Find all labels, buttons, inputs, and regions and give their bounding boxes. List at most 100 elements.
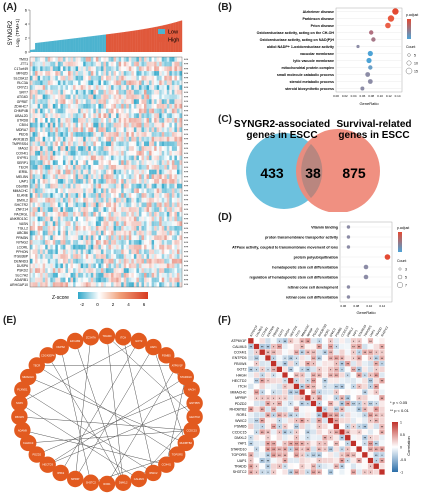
a-heat-cell: [174, 99, 178, 105]
a-heat-cell: [70, 244, 74, 250]
a-heat-cell: [136, 103, 140, 109]
a-heat-cell: [45, 57, 48, 62]
a-heat-cell: [40, 146, 43, 151]
a-expression-bar: [85, 36, 88, 52]
a-heat-cell: [85, 164, 89, 170]
a-heat-cell: [118, 230, 122, 236]
f-row-label: HAGH: [236, 373, 247, 377]
a-heat-cell: [60, 122, 64, 128]
a-heat-cell: [138, 263, 142, 269]
a-heat-cell: [113, 113, 117, 119]
a-heat-cell: [108, 146, 112, 151]
f-col-label: FBXW4: [272, 326, 281, 337]
a-heat-cell: [62, 127, 66, 133]
a-heat-cell: [103, 94, 107, 100]
f-cell: [270, 383, 277, 390]
a-heat-cell: [149, 179, 152, 184]
a-heat-cell: [176, 211, 180, 217]
a-heat-cell: [45, 282, 48, 288]
a-heat-cell: [111, 99, 114, 105]
a-heat-cell: [70, 249, 74, 255]
a-heat-cell: [159, 71, 162, 76]
a-heat-cell: [156, 240, 160, 245]
f-cell-sig: *: [376, 460, 378, 464]
a-heat-cell: [141, 61, 145, 67]
a-heat-cell: [108, 164, 112, 170]
a-heat-cell: [174, 118, 178, 123]
a-heat-cell: [118, 99, 122, 105]
f-cell-sig: *: [353, 351, 355, 355]
a-heat-cell: [98, 188, 102, 194]
a-heat-cell: [149, 240, 152, 245]
a-heat-cell: [166, 225, 170, 231]
a-heat-cell: [166, 71, 170, 76]
network-edge: [47, 402, 195, 465]
a-heat-cell: [90, 225, 94, 231]
a-heat-cell: [37, 150, 41, 156]
a-heat-cell: [126, 277, 129, 283]
a-heat-cell: [146, 169, 150, 175]
a-heat-cell: [128, 188, 132, 194]
a-heat-cell: [164, 244, 167, 250]
a-heat-cell: [62, 183, 66, 189]
a-heat-cell: [60, 118, 64, 123]
a-heat-cell: [85, 132, 89, 137]
f-cell: [299, 360, 306, 367]
a-heat-cell: [40, 225, 43, 231]
a-heat-cell: [161, 113, 165, 119]
a-heat-cell: [65, 183, 69, 189]
a-heat-cell: [73, 258, 76, 264]
a-heat-cell: [171, 221, 175, 227]
f-cell-sig: *: [307, 380, 309, 384]
a-heat-cell: [95, 244, 99, 250]
a-heat-cell: [32, 263, 36, 269]
a-expression-bar: [138, 29, 141, 52]
f-cell-sig: *: [364, 403, 366, 407]
a-heat-cell: [47, 118, 51, 123]
a-heat-cell: [83, 193, 86, 198]
a-heat-cell: [106, 202, 109, 208]
a-heat-cell: [60, 225, 64, 231]
a-heat-cell: [78, 85, 81, 90]
b-xtick: 0.06: [359, 94, 365, 98]
a-heat-cell: [111, 244, 114, 250]
a-heat-cell: [116, 99, 119, 105]
f-cell-sig: **: [295, 391, 298, 395]
a-heat-cell: [57, 132, 61, 137]
a-heat-cell: [85, 183, 89, 189]
network-node-label: CDC42EP4: [41, 353, 55, 357]
a-heat-cell: [113, 108, 117, 114]
a-heat-cell: [100, 254, 104, 259]
d-dot: [384, 254, 391, 260]
a-heat-cell: [78, 235, 81, 241]
a-heat-cell: [169, 75, 172, 81]
a-heat-cell: [62, 282, 66, 288]
a-heat-cell: [103, 155, 107, 161]
a-heat-cell: [156, 57, 160, 62]
a-heat-cell: [85, 174, 89, 180]
a-heat-cell: [146, 136, 150, 142]
a-heat-cell: [133, 136, 137, 142]
network-edge: [22, 389, 154, 474]
f-cell-sig: **: [278, 454, 281, 458]
a-heat-cell: [52, 240, 56, 245]
a-heat-cell: [106, 141, 109, 147]
a-heat-cell: [179, 113, 183, 119]
network-node-circle: [11, 394, 28, 412]
f-cell-sig: *: [359, 425, 361, 429]
a-heat-cell: [126, 150, 129, 156]
a-heat-cell: [171, 94, 175, 100]
a-heat-cell: [176, 268, 180, 274]
a-heat-cell: [116, 249, 119, 255]
a-heat-cell: [174, 179, 178, 184]
a-heat-cell: [156, 230, 160, 236]
a-heat-cell: [73, 169, 76, 175]
a-heat-cell: [151, 207, 155, 212]
f-cell-sig: *: [267, 437, 269, 441]
a-heat-cell: [169, 235, 172, 241]
f-cell: [378, 337, 385, 344]
a-heat-cell: [179, 132, 183, 137]
f-cell: [350, 440, 357, 447]
a-heat-cell: [133, 160, 137, 166]
